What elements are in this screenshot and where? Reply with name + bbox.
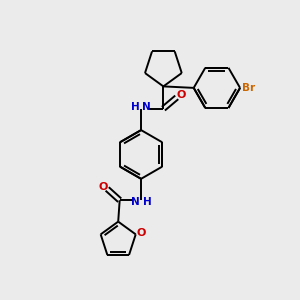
Text: H: H [131, 102, 140, 112]
Text: H: H [143, 197, 152, 207]
Text: N: N [142, 102, 151, 112]
Text: O: O [176, 90, 186, 100]
Text: O: O [98, 182, 107, 192]
Text: Br: Br [242, 83, 256, 93]
Text: N: N [131, 197, 140, 207]
Text: O: O [136, 228, 146, 238]
